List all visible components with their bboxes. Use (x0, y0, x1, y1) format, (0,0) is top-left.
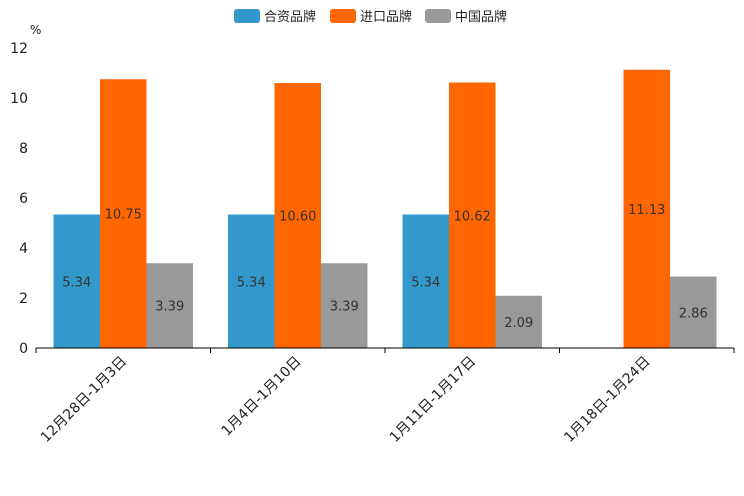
data-label: 5.34 (411, 275, 440, 290)
legend-swatch (425, 9, 451, 23)
data-label: 10.62 (454, 209, 491, 224)
x-tick-label: 12月28日-1月3日 (38, 354, 130, 446)
x-tick-label: 1月18日-1月24日 (561, 354, 653, 446)
y-tick-label: 10 (10, 91, 28, 107)
data-label: 2.09 (504, 316, 533, 331)
x-axis: 12月28日-1月3日 1月4日-1月10日 1月11日-1月17日 1月18日-1月… (35, 347, 735, 446)
bar-2 (274, 83, 321, 348)
legend: 合资品牌 进口品牌 中国品牌 (234, 9, 507, 25)
legend-label: 进口品牌 (360, 9, 412, 25)
legend-swatch (330, 9, 356, 23)
bar-3 (670, 276, 717, 348)
y-tick-label: 0 (19, 341, 28, 357)
bar-1 (53, 214, 100, 348)
bar-3 (146, 263, 193, 348)
x-tick-label: 1月11日-1月17日 (387, 354, 479, 446)
bar-3 (321, 263, 368, 348)
legend-label: 中国品牌 (455, 9, 507, 25)
legend-item[interactable]: 进口品牌 (330, 9, 412, 25)
legend-item[interactable]: 合资品牌 (234, 9, 316, 25)
bar-3 (495, 295, 542, 348)
bars: 5.34 10.75 3.39 5.34 10.60 3.39 5.34 10.62 2.09 1… (53, 69, 717, 348)
y-tick-label: 2 (19, 291, 28, 307)
legend-label: 合资品牌 (264, 9, 316, 25)
bar-2 (449, 82, 496, 348)
legend-item[interactable]: 中国品牌 (425, 9, 507, 25)
data-label: 2.86 (679, 306, 708, 321)
y-axis-unit-label: % (30, 23, 41, 37)
legend-swatch (234, 9, 260, 23)
y-tick-label: 6 (19, 191, 28, 207)
bar-2 (100, 79, 147, 348)
bar-1 (402, 214, 449, 348)
data-label: 3.39 (155, 300, 184, 315)
bar-1 (228, 214, 275, 348)
y-tick-label: 8 (19, 141, 28, 157)
data-label: 5.34 (62, 275, 91, 290)
data-label: 5.34 (237, 275, 266, 290)
y-tick-label: 12 (10, 41, 28, 57)
data-label: 11.13 (628, 203, 665, 218)
x-tick-label: 1月4日-1月10日 (219, 354, 305, 440)
data-label: 3.39 (330, 300, 359, 315)
data-label: 10.75 (105, 208, 142, 223)
bar-2 (623, 69, 670, 348)
y-axis: 0 2 4 6 8 10 12 (10, 41, 28, 357)
data-label: 10.60 (279, 210, 316, 225)
y-tick-label: 4 (19, 241, 28, 257)
